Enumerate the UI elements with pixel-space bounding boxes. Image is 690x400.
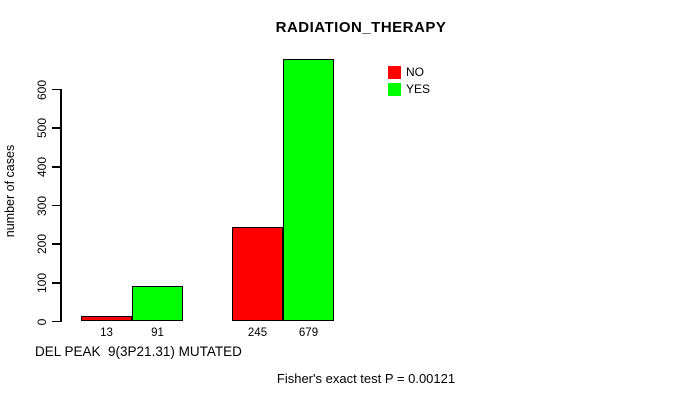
y-tick-label: 500 — [35, 118, 49, 139]
bar-no-group-2 — [232, 226, 283, 322]
bar-yes-group-2 — [283, 58, 334, 322]
y-tick-mark — [52, 282, 60, 284]
bar-no-group-1 — [81, 316, 132, 322]
y-tick-label: 600 — [35, 79, 49, 100]
y-tick-mark — [52, 127, 60, 129]
y-tick-label: 0 — [35, 318, 49, 325]
y-axis-line — [60, 89, 62, 322]
bar-count-label: 245 — [247, 327, 268, 339]
y-tick-label: 200 — [35, 234, 49, 255]
chart-title: RADIATION_THERAPY — [275, 19, 447, 36]
legend-swatch-no-icon — [388, 65, 401, 79]
y-tick-label: 400 — [35, 156, 49, 177]
footer-stat-text: Fisher's exact test P = 0.00121 — [276, 371, 456, 386]
x-axis-label: DEL PEAK 9(3P21.31) MUTATED — [35, 344, 242, 359]
legend-label-no: NO — [406, 64, 424, 79]
legend-label-yes: YES — [406, 81, 431, 96]
bar-count-label: 679 — [298, 327, 319, 339]
bar-count-label: 13 — [100, 327, 113, 339]
legend-item-no: NO — [388, 64, 430, 80]
y-tick-mark — [52, 88, 60, 91]
bar-count-label: 91 — [151, 327, 164, 339]
y-tick-label: 100 — [35, 272, 49, 293]
legend-item-yes: YES — [388, 81, 430, 97]
y-axis-label: number of cases — [3, 144, 17, 238]
bar-yes-group-1 — [132, 286, 183, 322]
y-tick-mark — [52, 204, 60, 207]
y-tick-mark — [52, 320, 60, 323]
legend-swatch-yes-icon — [388, 82, 401, 96]
y-tick-label: 300 — [35, 195, 49, 216]
legend: NO YES — [388, 64, 430, 98]
y-tick-mark — [52, 243, 60, 245]
y-tick-mark — [52, 166, 60, 168]
